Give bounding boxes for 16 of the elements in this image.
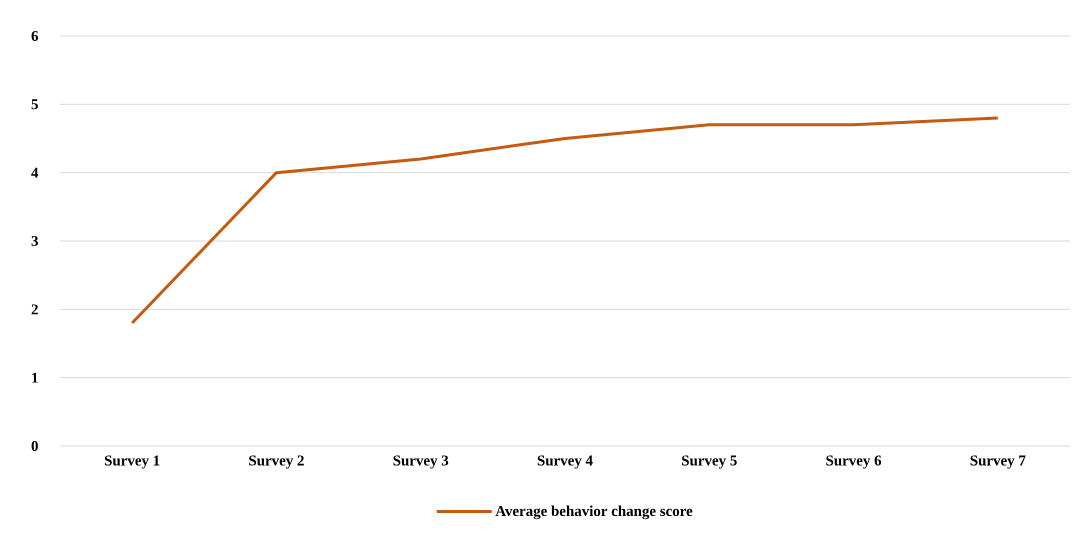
y-tick-label: 6 [31, 30, 39, 42]
x-tick-label: Survey 4 [537, 455, 593, 469]
x-tick-label: Survey 3 [393, 455, 449, 469]
y-tick-label: 0 [31, 440, 38, 452]
y-tick-label: 3 [31, 235, 38, 246]
x-tick-label: Survey 6 [826, 455, 882, 469]
y-tick-label: 1 [32, 372, 38, 383]
x-tick-label: Survey 2 [249, 455, 304, 469]
x-tick-label: Survey 7 [970, 455, 1026, 469]
line-series [130, 116, 1000, 325]
y-tick-label: 5 [31, 99, 38, 110]
y-tick-label: 2 [31, 304, 38, 315]
y-tick-label: 4 [31, 167, 39, 178]
x-tick-label: Survey 1 [104, 455, 160, 469]
x-tick-label: Survey 5 [682, 455, 737, 469]
legend-label: Average behavior change score [495, 505, 693, 520]
